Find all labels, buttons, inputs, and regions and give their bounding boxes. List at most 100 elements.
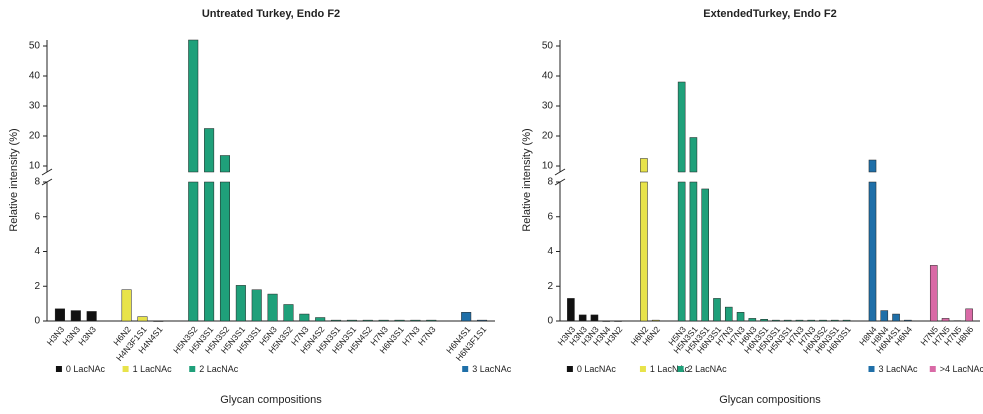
y-tick-label: 0: [547, 316, 553, 327]
bar: [796, 320, 803, 321]
bar: [567, 298, 574, 321]
legend-swatch: [678, 366, 684, 372]
bar: [411, 320, 421, 321]
bar: [379, 320, 389, 321]
bar: [268, 294, 278, 321]
bar-upper: [640, 159, 647, 173]
y-tick-label: 40: [542, 71, 554, 82]
bar: [591, 315, 598, 321]
chart-title: Untreated Turkey, Endo F2: [202, 8, 340, 20]
bar: [869, 182, 876, 321]
legend-swatch: [123, 366, 129, 372]
y-tick-label: 0: [34, 316, 40, 327]
legend-label: 2 LacNAc: [688, 364, 728, 374]
legend-label: 1 LacNAc: [133, 364, 173, 374]
bar: [204, 182, 214, 321]
x-axis-label: Glycan compositions: [719, 394, 821, 406]
bar: [363, 320, 373, 321]
bar: [784, 320, 791, 321]
y-tick-label: 6: [547, 211, 553, 222]
bar-upper: [204, 129, 214, 173]
x-tick-label: H7N3: [416, 324, 438, 347]
legend-label: >4 LacNAc: [940, 364, 983, 374]
y-tick-label: 20: [542, 131, 554, 142]
bar: [236, 285, 246, 321]
bar-upper: [220, 156, 230, 173]
legend-label: 2 LacNAc: [199, 364, 239, 374]
bar: [122, 290, 132, 321]
legend-swatch: [56, 366, 62, 372]
bar: [315, 318, 325, 321]
y-tick-label: 40: [29, 71, 41, 82]
bar: [640, 182, 647, 321]
bar: [966, 309, 973, 321]
y-tick-label: 8: [34, 177, 40, 188]
bar: [300, 314, 310, 321]
bar: [427, 320, 437, 321]
bar: [678, 182, 685, 321]
bar-upper: [869, 160, 876, 172]
bar: [761, 319, 768, 321]
legend-swatch: [869, 366, 875, 372]
legend-swatch: [189, 366, 195, 372]
y-tick-label: 10: [29, 161, 41, 172]
bar: [87, 311, 97, 321]
bar: [819, 320, 826, 321]
bar: [579, 315, 586, 321]
bar: [138, 317, 148, 321]
legend-label: 3 LacNAc: [472, 364, 512, 374]
bar: [220, 182, 230, 321]
bar: [749, 318, 756, 321]
bar: [477, 320, 487, 321]
bar: [347, 320, 357, 321]
bar-upper: [678, 82, 685, 172]
bar: [252, 290, 262, 321]
bar: [154, 321, 164, 322]
y-tick-label: 30: [29, 101, 41, 112]
bar: [904, 320, 911, 321]
bar: [331, 320, 341, 321]
y-tick-label: 2: [34, 281, 40, 292]
y-tick-label: 8: [547, 177, 553, 188]
y-tick-label: 4: [547, 246, 553, 257]
bar: [893, 314, 900, 321]
bar: [603, 321, 610, 322]
y-tick-label: 2: [547, 281, 553, 292]
bar: [652, 320, 659, 321]
chart-title: ExtendedTurkey, Endo F2: [703, 8, 836, 20]
y-tick-label: 50: [542, 41, 554, 52]
bar: [737, 312, 744, 321]
bar: [702, 189, 709, 321]
x-tick-label: H3N3: [76, 324, 98, 347]
bar: [188, 182, 198, 321]
bar: [55, 309, 65, 321]
bar: [725, 307, 732, 321]
y-tick-label: 20: [29, 131, 41, 142]
legend-label: 0 LacNAc: [577, 364, 617, 374]
x-axis-label: Glycan compositions: [220, 394, 322, 406]
y-tick-label: 50: [29, 41, 41, 52]
bar: [831, 320, 838, 321]
y-axis-label: Relative intensity (%): [8, 128, 20, 231]
bar: [71, 311, 81, 321]
legend-label: 0 LacNAc: [66, 364, 106, 374]
bar: [614, 321, 621, 322]
bar: [881, 311, 888, 321]
bar: [284, 304, 294, 321]
y-tick-label: 30: [542, 101, 554, 112]
legend-label: 3 LacNAc: [879, 364, 919, 374]
bar: [690, 182, 697, 321]
bar: [713, 298, 720, 321]
bar: [808, 320, 815, 321]
y-tick-label: 4: [34, 246, 40, 257]
bar: [843, 320, 850, 321]
legend-swatch: [930, 366, 936, 372]
bar: [772, 320, 779, 321]
bar: [942, 318, 949, 321]
bar-upper: [690, 138, 697, 173]
y-tick-label: 6: [34, 211, 40, 222]
y-axis-label: Relative intensity (%): [521, 128, 533, 231]
bar: [954, 321, 961, 322]
legend-swatch: [567, 366, 573, 372]
bar: [395, 320, 405, 321]
